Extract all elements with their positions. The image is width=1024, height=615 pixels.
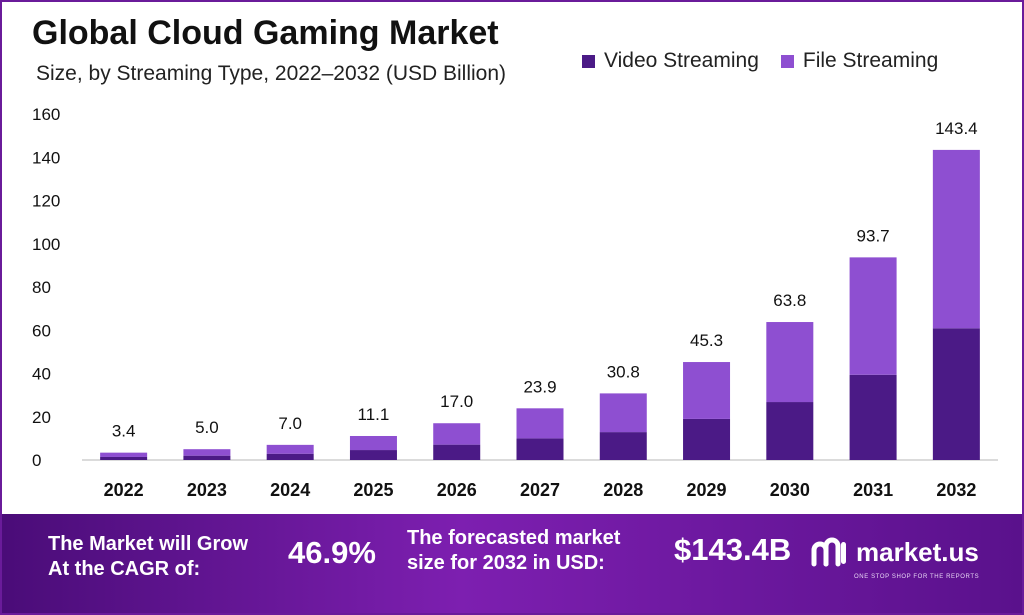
legend-swatch-file bbox=[780, 54, 794, 68]
bar-total-label: 17.0 bbox=[440, 392, 473, 411]
legend-swatch-video bbox=[582, 54, 595, 68]
bar-video-streaming bbox=[849, 374, 897, 460]
footer-banner: The Market will Grow At the CAGR of: 46.… bbox=[2, 514, 1022, 613]
bar-video-streaming bbox=[266, 453, 314, 460]
legend: Video Streaming File Streaming bbox=[582, 49, 938, 73]
chart-title: Global Cloud Gaming Market bbox=[32, 14, 499, 52]
x-tick-label: 2031 bbox=[853, 480, 893, 500]
brand-name: market.us bbox=[856, 536, 979, 567]
bar-total-label: 11.1 bbox=[358, 405, 390, 424]
bar-file-streaming bbox=[100, 452, 148, 457]
y-tick-label: 60 bbox=[32, 321, 51, 340]
x-tick-label: 2029 bbox=[687, 480, 727, 500]
bar-total-label: 23.9 bbox=[523, 377, 556, 396]
y-tick-label: 20 bbox=[32, 408, 51, 427]
x-tick-label: 2024 bbox=[270, 480, 310, 500]
legend-item-file: File Streaming bbox=[780, 49, 939, 73]
y-tick-label: 140 bbox=[32, 148, 60, 167]
forecast-text: The forecasted market size for 2032 in U… bbox=[407, 526, 620, 576]
bar-total-label: 143.4 bbox=[935, 119, 978, 138]
y-tick-label: 0 bbox=[32, 451, 41, 470]
x-tick-label: 2026 bbox=[437, 480, 477, 500]
bar-file-streaming bbox=[266, 444, 314, 454]
bar-video-streaming bbox=[100, 456, 148, 460]
x-tick-label: 2022 bbox=[104, 480, 144, 500]
x-tick-label: 2027 bbox=[520, 480, 560, 500]
y-tick-label: 40 bbox=[32, 365, 51, 384]
bar-file-streaming bbox=[433, 423, 481, 445]
bar-video-streaming bbox=[433, 444, 481, 460]
cagr-text: The Market will Grow At the CAGR of: bbox=[48, 532, 248, 582]
bar-total-label: 63.8 bbox=[773, 291, 806, 310]
y-tick-label: 100 bbox=[32, 235, 60, 254]
bar-file-streaming bbox=[766, 322, 814, 403]
y-tick-label: 80 bbox=[32, 278, 51, 297]
bar-chart: 0 20 40 60 80 100 120 140 160 3.4 2022 5.0 2023 7.0 20… bbox=[32, 105, 998, 500]
x-tick-label: 2028 bbox=[603, 480, 643, 500]
y-tick-label: 120 bbox=[32, 192, 60, 211]
bar-video-streaming bbox=[516, 438, 564, 460]
cagr-text-line2: At the CAGR of: bbox=[48, 558, 201, 580]
bar-file-streaming bbox=[849, 257, 897, 375]
x-tick-label: 2032 bbox=[936, 480, 976, 500]
bar-file-streaming bbox=[183, 449, 231, 456]
bar-video-streaming bbox=[349, 450, 397, 460]
forecast-text-line1: The forecasted market bbox=[407, 527, 621, 549]
y-tick-label: 160 bbox=[32, 105, 60, 124]
cagr-text-line1: The Market will Grow bbox=[48, 533, 249, 555]
bar-total-label: 7.0 bbox=[278, 414, 302, 433]
legend-label-file: File Streaming bbox=[802, 49, 939, 72]
bar-file-streaming bbox=[683, 362, 731, 419]
x-tick-label: 2023 bbox=[187, 480, 227, 500]
cagr-value: 46.9% bbox=[288, 535, 376, 570]
bar-file-streaming bbox=[349, 435, 397, 451]
bar-video-streaming bbox=[599, 432, 647, 460]
bar-total-label: 30.8 bbox=[607, 362, 640, 381]
chart-subtitle: Size, by Streaming Type, 2022–2032 (USD … bbox=[36, 62, 507, 85]
brand-tagline: ONE STOP SHOP FOR THE REPORTS bbox=[854, 574, 980, 580]
legend-item-video: Video Streaming bbox=[582, 49, 759, 73]
x-tick-label: 2030 bbox=[770, 480, 810, 500]
bar-video-streaming bbox=[932, 328, 980, 460]
bar-total-label: 45.3 bbox=[690, 331, 723, 350]
bar-total-label: 93.7 bbox=[857, 226, 890, 245]
bar-video-streaming bbox=[766, 402, 814, 460]
forecast-value: $143.4B bbox=[674, 532, 792, 567]
forecast-text-line2: size for 2032 in USD: bbox=[407, 552, 605, 574]
bar-file-streaming bbox=[516, 408, 564, 439]
bar-video-streaming bbox=[183, 455, 231, 460]
market-us-logo-icon bbox=[811, 537, 846, 567]
brand-logo: market.us bbox=[810, 536, 979, 568]
legend-label-video: Video Streaming bbox=[604, 49, 759, 72]
bar-total-label: 3.4 bbox=[112, 422, 136, 441]
x-tick-label: 2025 bbox=[353, 480, 393, 500]
bar-file-streaming bbox=[932, 149, 980, 329]
bar-video-streaming bbox=[683, 418, 731, 460]
bar-file-streaming bbox=[599, 393, 647, 433]
bar-total-label: 5.0 bbox=[195, 418, 219, 437]
